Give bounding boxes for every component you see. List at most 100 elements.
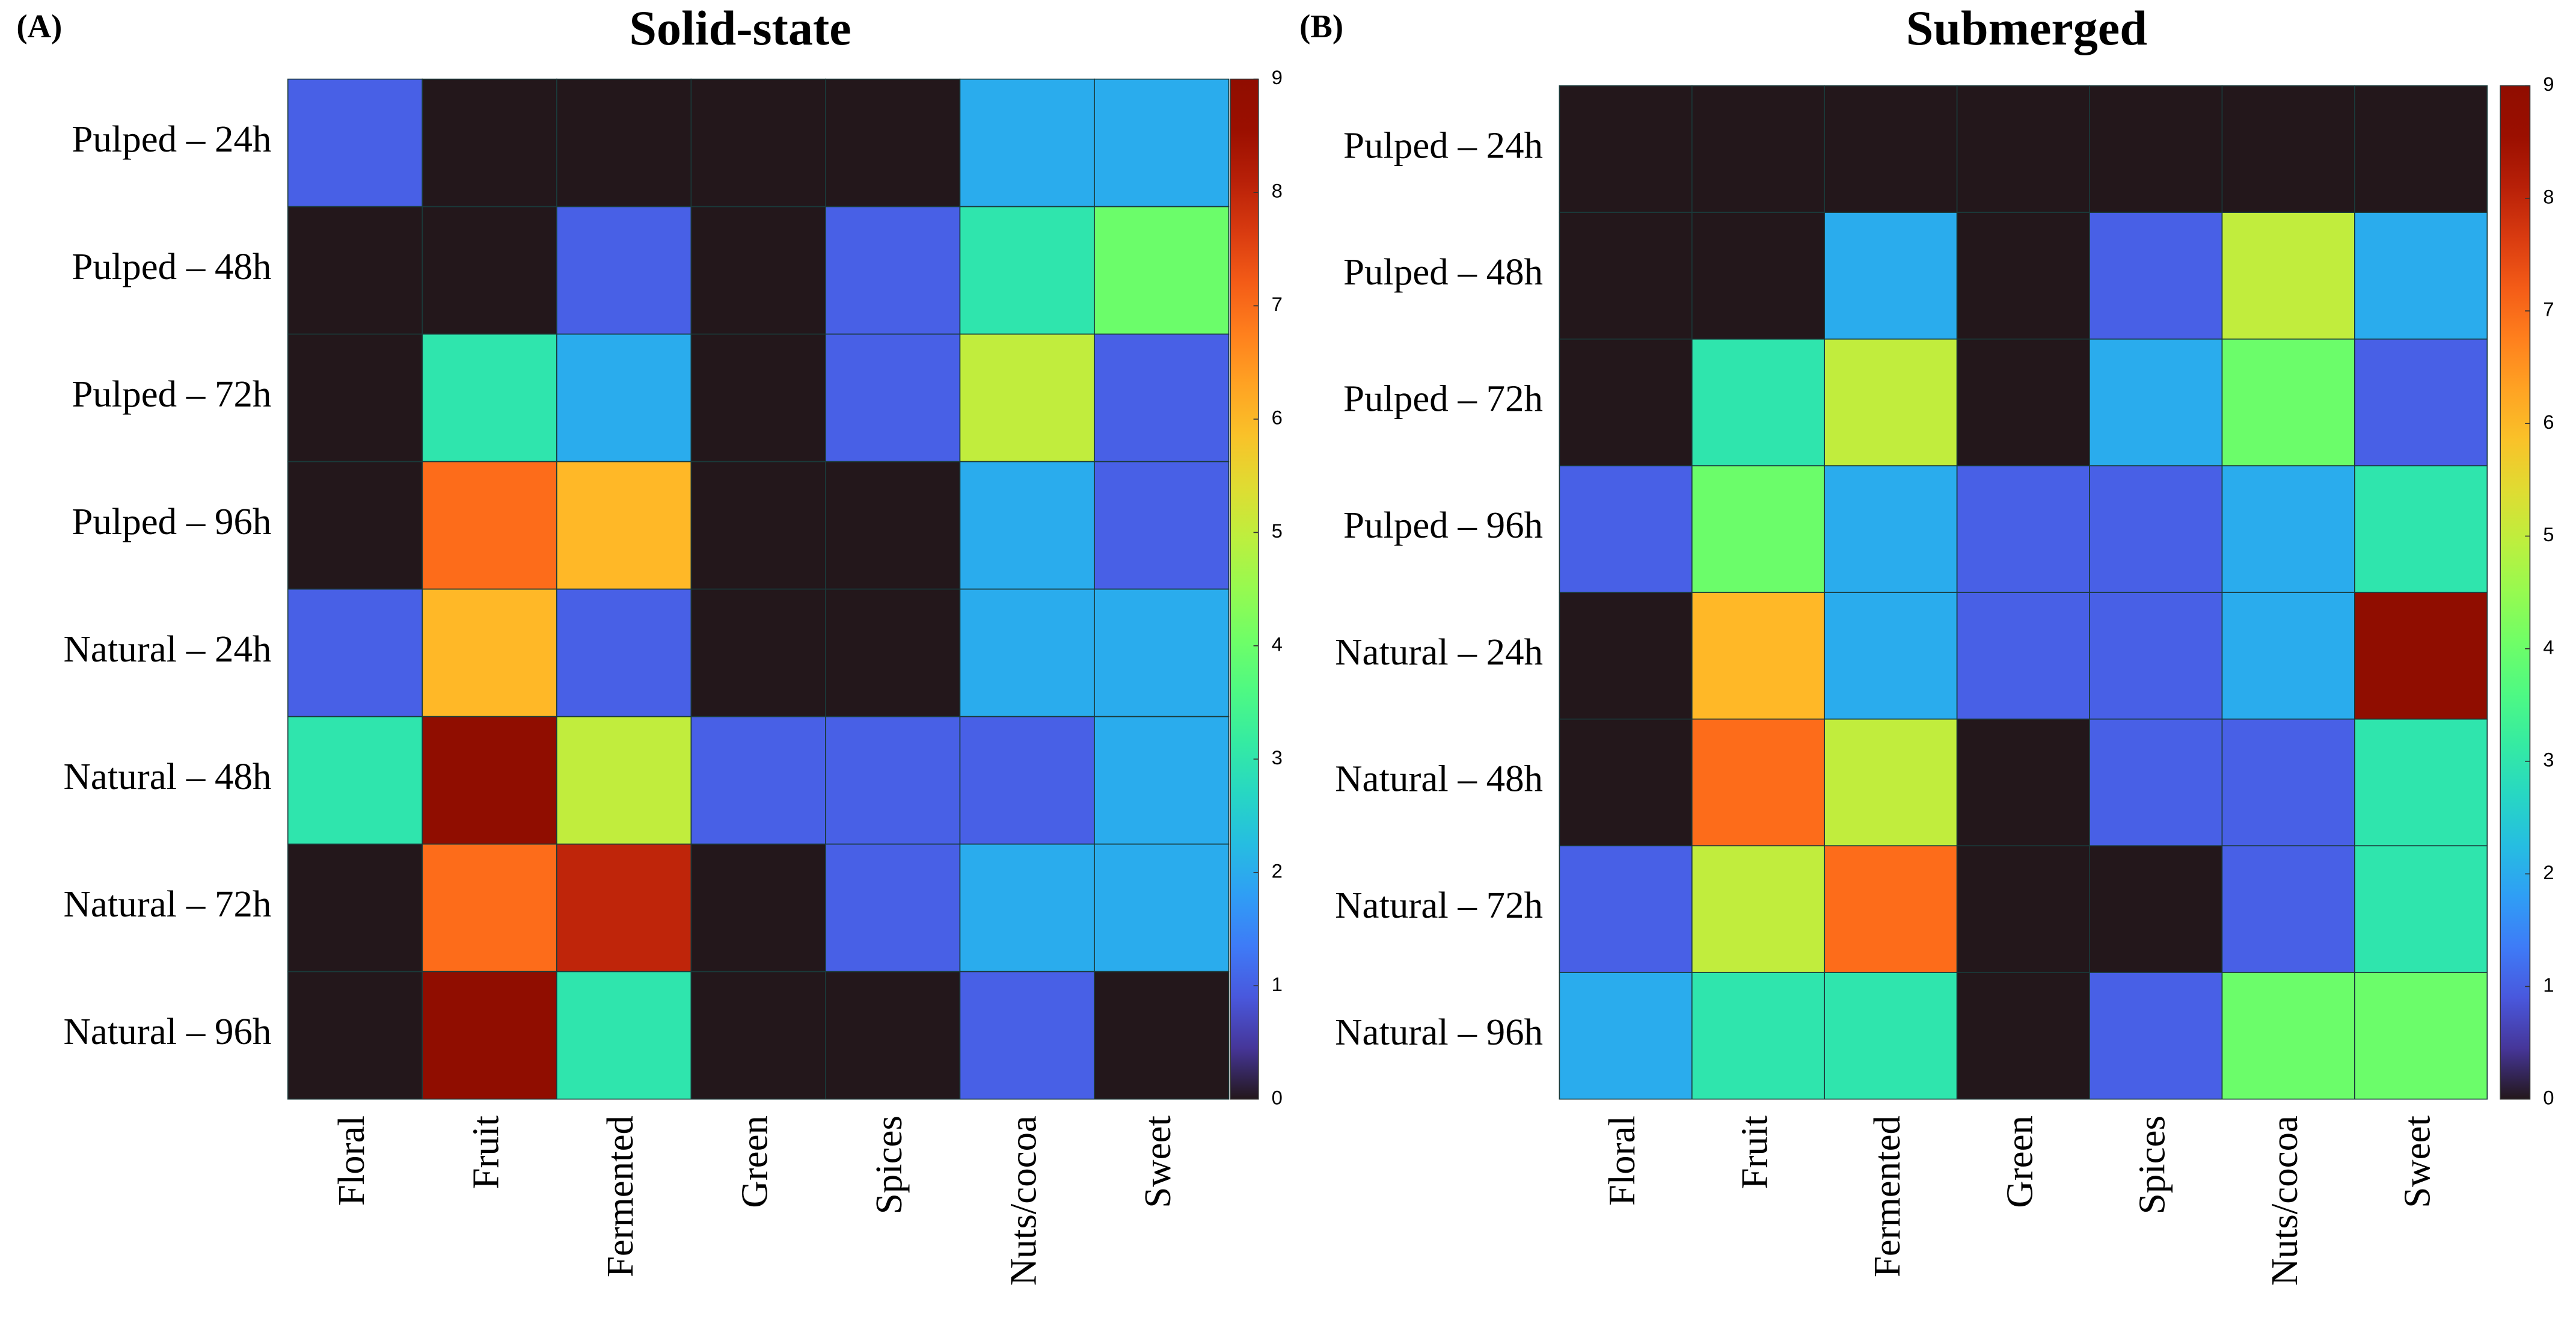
heatmap-cell	[1559, 718, 1693, 847]
y-tick-label: Natural – 72h	[1335, 884, 1543, 926]
heatmap-cell	[1691, 465, 1826, 593]
heatmap-cell	[287, 206, 423, 335]
heatmap-cell	[2221, 338, 2355, 467]
heatmap-cell	[959, 206, 1095, 335]
x-tick-label: Nuts/cocoa	[2263, 1116, 2305, 1286]
heatmap-cell	[2354, 212, 2488, 340]
x-tick-label: Fermented	[1866, 1116, 1908, 1277]
heatmap-cell	[690, 971, 826, 1100]
heatmap-cell	[1956, 212, 2090, 340]
heatmap-cell	[2354, 845, 2488, 973]
heatmap-cell	[287, 588, 423, 717]
y-tick-label: Pulped – 48h	[72, 245, 271, 287]
heatmap-cell	[825, 588, 961, 717]
x-tick-label: Nuts/cocoa	[1002, 1116, 1044, 1286]
heatmap-cell	[422, 333, 557, 462]
heatmap-cell	[1094, 333, 1230, 462]
y-tick-label: Natural – 48h	[1335, 758, 1543, 800]
x-tick-label: Sweet	[1136, 1116, 1179, 1208]
heatmap-cell	[287, 843, 423, 972]
chart-title: Solid-state	[629, 1, 851, 55]
colorbar-tick-label: 7	[2543, 298, 2554, 321]
colorbar-tick-label: 7	[1272, 293, 1283, 315]
heatmap-cell	[2354, 718, 2488, 847]
heatmap-cell	[556, 843, 692, 972]
heatmap-cell	[1824, 465, 1958, 593]
heatmap-cell	[2354, 85, 2488, 213]
heatmap-cell	[2221, 972, 2355, 1100]
heatmap-cell	[2221, 718, 2355, 847]
heatmap-cell	[1824, 85, 1958, 213]
heatmap-cell	[1691, 718, 1826, 847]
heatmap-cell	[1824, 845, 1958, 973]
x-tick-label: Sweet	[2396, 1116, 2438, 1208]
heatmap-cell	[556, 206, 692, 335]
heatmap-cell	[825, 333, 961, 462]
x-tick-label: Spices	[868, 1116, 910, 1214]
colorbar-tick-label: 5	[2543, 523, 2554, 545]
heatmap-cell	[556, 716, 692, 845]
heatmap-cell	[287, 716, 423, 845]
heatmap-cell	[825, 843, 961, 972]
colorbar-tick-label: 1	[1272, 973, 1283, 995]
heatmap-cell	[2089, 845, 2223, 973]
heatmap-cell	[287, 333, 423, 462]
heatmap-cell	[2221, 212, 2355, 340]
heatmap-cell	[1824, 338, 1958, 467]
heatmap-cell	[1956, 338, 2090, 467]
heatmap-cell	[825, 206, 961, 335]
y-tick-label: Pulped – 48h	[1343, 251, 1543, 293]
heatmap-cell	[1691, 592, 1826, 720]
heatmap-cell	[1691, 845, 1826, 973]
heatmap-cell	[1559, 338, 1693, 467]
heatmap-cell	[287, 78, 423, 207]
heatmap-cell	[690, 461, 826, 590]
heatmap-cell	[2089, 338, 2223, 467]
y-tick-label: Pulped – 96h	[1343, 504, 1543, 546]
colorbar-tick-label: 2	[2543, 861, 2554, 883]
heatmap-cell	[1094, 843, 1230, 972]
colorbar-tick-label: 4	[1272, 633, 1283, 655]
colorbar-tick-label: 0	[2543, 1086, 2554, 1108]
heatmap-cell	[1956, 465, 2090, 593]
heatmap-cell	[1559, 592, 1693, 720]
heatmap-cell	[959, 461, 1095, 590]
heatmap-cell	[1956, 845, 2090, 973]
heatmap-cell	[1559, 85, 1693, 213]
heatmap-cell	[2089, 212, 2223, 340]
heatmap-cell	[959, 78, 1095, 207]
colorbar-tick-label: 6	[2543, 411, 2554, 433]
heatmap-cell	[1559, 845, 1693, 973]
chart-title: Submerged	[1906, 1, 2147, 55]
x-tick-label: Fruit	[1733, 1116, 1775, 1189]
colorbar-tick-label: 3	[1272, 746, 1283, 769]
heatmap-cell	[959, 843, 1095, 972]
x-tick-label: Floral	[330, 1116, 372, 1206]
heatmap-cell	[690, 716, 826, 845]
heatmap-cell	[422, 971, 557, 1100]
heatmap-cell	[1691, 85, 1826, 213]
colorbar-tick-label: 8	[1272, 180, 1283, 202]
y-tick-label: Natural – 48h	[63, 755, 271, 797]
heatmap-cell	[1094, 78, 1230, 207]
y-tick-label: Natural – 96h	[63, 1010, 271, 1052]
heatmap-cell	[690, 206, 826, 335]
heatmap-cell	[2354, 338, 2488, 467]
heatmap-cell	[1094, 461, 1230, 590]
heatmap-cell	[556, 461, 692, 590]
heatmap-cell	[422, 716, 557, 845]
heatmap-cell	[959, 333, 1095, 462]
heatmap-cell	[2221, 465, 2355, 593]
y-tick-label: Natural – 24h	[63, 628, 271, 670]
heatmap-cell	[2221, 592, 2355, 720]
colorbar-tick-label: 0	[1272, 1086, 1283, 1108]
heatmap-cell	[2354, 972, 2488, 1100]
colorbar	[1230, 78, 1259, 1100]
heatmap-cell	[422, 843, 557, 972]
heatmap-cell	[690, 78, 826, 207]
y-tick-label: Pulped – 24h	[1343, 124, 1543, 166]
heatmap-cell	[690, 843, 826, 972]
heatmap-cell	[690, 333, 826, 462]
